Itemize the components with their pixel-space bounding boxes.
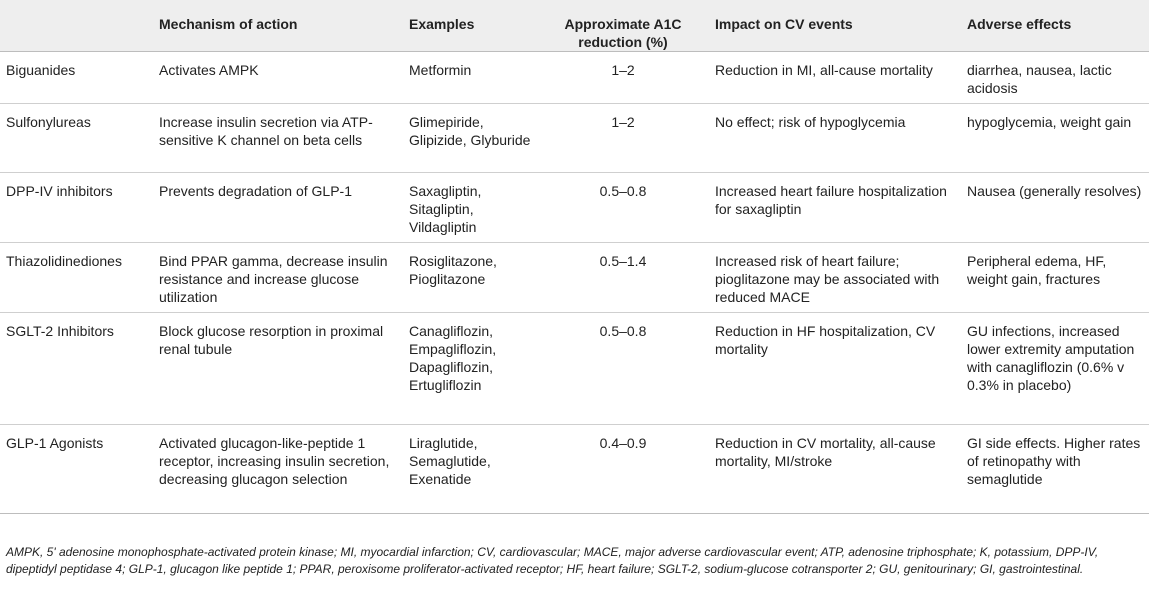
cell-examples: Canagliflozin, Empagliflozin, Dapagliflo… (403, 312, 537, 425)
table-footnote: AMPK, 5' adenosine monophosphate-activat… (6, 545, 1099, 576)
cell-a1c-reduction: 1–2 (537, 51, 709, 104)
cell-examples: Liraglutide, Semaglutide, Exenatide (403, 424, 537, 514)
table-row: SGLT-2 Inhibitors Block glucose resorpti… (0, 312, 1149, 425)
cell-drug-class: Biguanides (0, 51, 153, 104)
cell-mechanism: Increase insulin secretion via ATP-sensi… (153, 103, 403, 173)
cell-adverse-effects: GI side effects. Higher rates of retinop… (961, 424, 1149, 514)
cell-drug-class: DPP-IV inhibitors (0, 172, 153, 243)
cell-mechanism: Activates AMPK (153, 51, 403, 104)
cell-a1c-reduction: 0.5–0.8 (537, 172, 709, 243)
cell-a1c-reduction: 0.4–0.9 (537, 424, 709, 514)
table-row: DPP-IV inhibitors Prevents degradation o… (0, 172, 1149, 243)
table-container: Mechanism of action Examples Approximate… (0, 0, 1149, 514)
cell-adverse-effects: Nausea (generally resolves) (961, 172, 1149, 243)
header-adverse-effects: Adverse effects (961, 0, 1149, 52)
table-body: Biguanides Activates AMPK Metformin 1–2 … (0, 51, 1149, 514)
cell-examples: Rosiglitazone, Pioglitazone (403, 242, 537, 313)
cell-drug-class: GLP-1 Agonists (0, 424, 153, 514)
header-examples: Examples (403, 0, 537, 52)
cell-cv-impact: Reduction in HF hospitalization, CV mort… (709, 312, 961, 425)
drug-comparison-table: Mechanism of action Examples Approximate… (0, 0, 1149, 514)
header-a1c-reduction: Approximate A1C reduction (%) (537, 0, 709, 52)
cell-drug-class: Thiazolidinediones (0, 242, 153, 313)
cell-examples: Metformin (403, 51, 537, 104)
table-row: Thiazolidinediones Bind PPAR gamma, decr… (0, 242, 1149, 313)
cell-adverse-effects: Peripheral edema, HF, weight gain, fract… (961, 242, 1149, 313)
table-row: Biguanides Activates AMPK Metformin 1–2 … (0, 51, 1149, 104)
header-row: Mechanism of action Examples Approximate… (0, 0, 1149, 52)
header-drug-class (0, 0, 153, 52)
cell-drug-class: Sulfonylureas (0, 103, 153, 173)
cell-a1c-reduction: 0.5–1.4 (537, 242, 709, 313)
table-row: GLP-1 Agonists Activated glucagon-like-p… (0, 424, 1149, 514)
cell-cv-impact: No effect; risk of hypoglycemia (709, 103, 961, 173)
header-cv-impact: Impact on CV events (709, 0, 961, 52)
cell-cv-impact: Increased heart failure hospitalization … (709, 172, 961, 243)
cell-examples: Saxagliptin, Sitagliptin, Vildagliptin (403, 172, 537, 243)
table-row: Sulfonylureas Increase insulin secretion… (0, 103, 1149, 173)
cell-adverse-effects: diarrhea, nausea, lactic acidosis (961, 51, 1149, 104)
cell-examples: Glimepiride, Glipizide, Glyburide (403, 103, 537, 173)
cell-a1c-reduction: 0.5–0.8 (537, 312, 709, 425)
table-header: Mechanism of action Examples Approximate… (0, 0, 1149, 52)
cell-mechanism: Block glucose resorption in proximal ren… (153, 312, 403, 425)
cell-a1c-reduction: 1–2 (537, 103, 709, 173)
cell-adverse-effects: hypoglycemia, weight gain (961, 103, 1149, 173)
cell-mechanism: Prevents degradation of GLP-1 (153, 172, 403, 243)
cell-adverse-effects: GU infections, increased lower extremity… (961, 312, 1149, 425)
cell-cv-impact: Increased risk of heart failure; pioglit… (709, 242, 961, 313)
cell-drug-class: SGLT-2 Inhibitors (0, 312, 153, 425)
cell-mechanism: Bind PPAR gamma, decrease insulin resist… (153, 242, 403, 313)
cell-cv-impact: Reduction in CV mortality, all-cause mor… (709, 424, 961, 514)
header-mechanism: Mechanism of action (153, 0, 403, 52)
cell-cv-impact: Reduction in MI, all-cause mortality (709, 51, 961, 104)
cell-mechanism: Activated glucagon-like-peptide 1 recept… (153, 424, 403, 514)
